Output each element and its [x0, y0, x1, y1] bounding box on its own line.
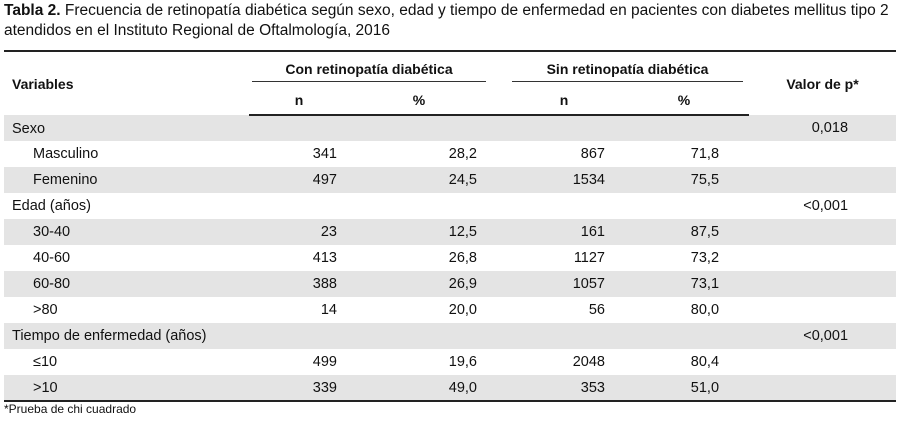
cell-p-value [749, 297, 896, 323]
row-p-value: <0,001 [749, 323, 897, 349]
cell-spacer [489, 375, 509, 402]
row-label: 40-60 [33, 250, 71, 266]
cell-p-value [749, 245, 896, 271]
header-pct-with: % [349, 86, 489, 116]
cell-n-without: 2048 [572, 354, 605, 370]
cell-n-with: 497 [249, 167, 349, 193]
cell-spacer [489, 271, 509, 297]
row-label: 60-80 [4, 271, 249, 297]
cell-spacer [489, 297, 509, 323]
row-p-value: 0,018 [749, 115, 897, 141]
cell-p-value [749, 375, 897, 402]
row-label: Tiempo de enfermedad (años) [4, 323, 750, 349]
row-label: Edad (años) [12, 198, 91, 214]
header-variables: Variables [4, 50, 249, 115]
row-label: >80 [33, 302, 58, 318]
cell-pct-with: 24,5 [349, 167, 489, 193]
cell-p-value [749, 167, 897, 193]
cell-n-with: 388 [249, 271, 349, 297]
row-label: 30-40 [4, 219, 249, 245]
table-row: 40-60 413 26,8 1127 73,2 [4, 245, 896, 271]
cell-n-with: 23 [249, 219, 349, 245]
cell-pct-with: 12,5 [349, 219, 489, 245]
cell-pct-with: 49,0 [349, 375, 489, 402]
cell-n-with: 14 [320, 302, 337, 318]
header-spacer-2 [489, 86, 509, 116]
row-label: >10 [4, 375, 249, 402]
cell-spacer [489, 167, 509, 193]
row-label: ≤10 [33, 354, 58, 370]
cell-n-without: 1534 [509, 167, 619, 193]
header-group-with-retinopathy-label: Con retinopatía diabética [252, 61, 486, 82]
header-p-value: Valor de p* [749, 50, 897, 115]
table-row: 60-80 388 26,9 1057 73,1 [4, 271, 897, 297]
row-label: Sexo [4, 115, 750, 141]
cell-pct-without: 75,5 [619, 167, 750, 193]
table-row: >10 339 49,0 353 51,0 [4, 375, 897, 402]
header-n-without: n [509, 86, 619, 116]
table-row: Masculino 341 28,2 867 71,8 [4, 141, 896, 167]
row-label: Femenino [4, 167, 249, 193]
cell-pct-with: 19,6 [448, 354, 477, 370]
header-n-with: n [249, 86, 349, 116]
cell-pct-with: 28,2 [448, 146, 477, 162]
header-group-with-retinopathy: Con retinopatía diabética [249, 50, 489, 86]
header-row-groups: Variables Con retinopatía diabética Sin … [4, 50, 897, 115]
cell-n-without: 1127 [573, 250, 605, 266]
table-row: Femenino 497 24,5 1534 75,5 [4, 167, 897, 193]
cell-pct-without: 87,5 [619, 219, 750, 245]
header-spacer [489, 50, 509, 86]
cell-spacer [489, 245, 509, 271]
header-group-without-retinopathy: Sin retinopatía diabética [509, 50, 750, 86]
table-row-category: Sexo 0,018 [4, 115, 897, 141]
table-row-category: Edad (años) <0,001 [4, 193, 896, 219]
cell-n-without: 867 [580, 146, 605, 162]
cell-p-value [749, 349, 896, 375]
cell-pct-without: 73,2 [690, 250, 720, 266]
data-table-container: Variables Con retinopatía diabética Sin … [4, 50, 897, 402]
cell-n-with: 339 [249, 375, 349, 402]
table-footnote: *Prueba de chi cuadrado [4, 402, 137, 416]
cell-p-value [749, 141, 896, 167]
cell-pct-with: 20,0 [448, 302, 477, 318]
cell-pct-with: 26,9 [349, 271, 489, 297]
table-row: >80 14 20,0 56 80,0 [4, 297, 896, 323]
cell-p-value [749, 271, 897, 297]
table-row: 30-40 23 12,5 161 87,5 [4, 219, 897, 245]
cell-n-with: 413 [312, 250, 337, 266]
header-row-subcolumns: n % n % [4, 86, 896, 116]
cell-p-value [749, 219, 897, 245]
cell-pct-without: 73,1 [619, 271, 750, 297]
data-table: Variables Con retinopatía diabética Sin … [4, 50, 897, 402]
row-p-value: <0,001 [803, 198, 849, 214]
cell-n-with: 341 [312, 146, 337, 162]
table-caption-text: Frecuencia de retinopatía diabética segú… [4, 2, 889, 39]
cell-pct-without: 80,0 [690, 302, 720, 318]
header-pct-without: % [619, 86, 750, 116]
table-caption: Tabla 2. Frecuencia de retinopatía diabé… [4, 1, 896, 41]
table-row: ≤10 499 19,6 2048 80,4 [4, 349, 896, 375]
cell-n-without: 353 [509, 375, 619, 402]
cell-n-without: 161 [509, 219, 619, 245]
cell-pct-with: 26,8 [448, 250, 477, 266]
cell-pct-without: 71,8 [690, 146, 720, 162]
table-row-category: Tiempo de enfermedad (años) <0,001 [4, 323, 897, 349]
cell-n-without: 56 [588, 302, 605, 318]
cell-n-without: 1057 [509, 271, 619, 297]
cell-pct-without: 80,4 [690, 354, 720, 370]
header-group-without-retinopathy-label: Sin retinopatía diabética [512, 61, 744, 82]
cell-spacer [489, 349, 509, 375]
cell-spacer [489, 219, 509, 245]
table-caption-label: Tabla 2. [4, 2, 61, 19]
cell-n-with: 499 [312, 354, 337, 370]
cell-pct-without: 51,0 [619, 375, 750, 402]
row-label: Masculino [33, 146, 99, 162]
cell-spacer [489, 141, 509, 167]
